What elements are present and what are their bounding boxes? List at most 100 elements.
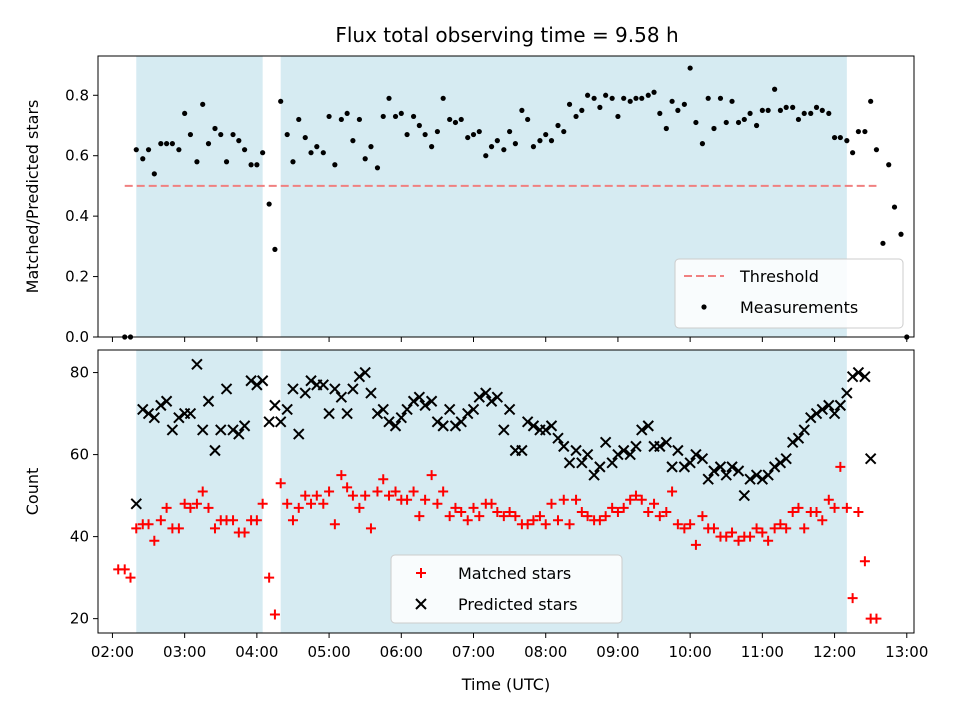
- measurement-point: [410, 113, 417, 120]
- predicted-point: [251, 379, 263, 391]
- matched-point: [342, 482, 353, 493]
- measurement-point: [759, 107, 765, 113]
- matched-point: [534, 511, 545, 522]
- measurement-point: [254, 162, 260, 168]
- measurement-point: [332, 162, 338, 168]
- measurement-point: [302, 134, 308, 141]
- predicted-point: [636, 424, 648, 436]
- measurement-point: [826, 110, 832, 117]
- matched-point: [751, 523, 762, 534]
- measurement-point: [579, 107, 585, 113]
- measurement-point: [880, 240, 886, 246]
- matched-point: [384, 490, 395, 501]
- matched-point: [264, 572, 275, 583]
- matched-point: [745, 531, 756, 542]
- predicted-point: [841, 387, 853, 399]
- predicted-point: [654, 440, 666, 453]
- predicted-point: [521, 416, 534, 428]
- matched-point: [318, 498, 329, 509]
- x-tick-label: 10:00: [669, 643, 712, 661]
- predicted-point: [480, 387, 492, 399]
- measurement-point: [519, 107, 525, 113]
- predicted-point: [828, 407, 841, 420]
- matched-point: [853, 507, 864, 518]
- predicted-point: [696, 452, 709, 465]
- measurement-point: [765, 107, 771, 113]
- predicted-point: [155, 399, 167, 412]
- measurement-point: [182, 110, 188, 117]
- measurement-point: [633, 95, 639, 101]
- predicted-point: [552, 432, 564, 444]
- measurement-point: [434, 128, 440, 135]
- predicted-point: [431, 416, 444, 428]
- matched-point: [661, 507, 672, 518]
- predicted-point: [443, 403, 456, 416]
- predicted-point: [160, 395, 173, 407]
- legend-box: [390, 554, 623, 624]
- measurement-point: [639, 95, 645, 101]
- measurement-point: [741, 116, 747, 123]
- legend-top: Threshold Measurements: [674, 258, 904, 329]
- panel-bottom: 20 40 60 80 02:00 03:00 04:00 05:00 06:00 07:00 08…: [23, 349, 928, 694]
- matched-point: [438, 486, 449, 497]
- predicted-point: [281, 403, 293, 416]
- y-tick-label: 0.0: [65, 328, 89, 346]
- predicted-point: [197, 424, 209, 436]
- matched-point: [306, 498, 317, 509]
- measurement-point: [873, 147, 880, 153]
- measurement-point: [813, 104, 820, 110]
- matched-point: [378, 474, 389, 485]
- predicted-point: [738, 489, 751, 502]
- measurement-point: [326, 113, 332, 120]
- chart-title: Flux total observing time = 9.58 h: [335, 23, 678, 47]
- measurement-point: [205, 141, 212, 147]
- y-tick-label: 0.8: [65, 86, 89, 104]
- measurement-point: [831, 134, 838, 141]
- matched-point: [311, 490, 322, 501]
- predicted-point: [684, 457, 696, 469]
- y-axis-label: Count: [23, 468, 42, 516]
- legend-bottom: Matched stars Predicted stars: [390, 554, 623, 624]
- predicted-point: [359, 366, 371, 379]
- measurement-point: [145, 147, 152, 153]
- axes-frame: [97, 55, 915, 338]
- legend-measurement-swatch: [701, 304, 707, 310]
- predicted-point: [220, 383, 233, 395]
- matched-point: [859, 556, 870, 567]
- matched-point: [727, 527, 738, 538]
- matched-point: [594, 515, 605, 526]
- predicted-point: [335, 391, 348, 403]
- matched-point: [149, 535, 160, 546]
- measurement-point: [452, 119, 459, 126]
- measurement-point: [591, 95, 597, 101]
- matched-point: [630, 490, 641, 501]
- predicted-point: [209, 444, 221, 457]
- matched-point: [408, 486, 419, 497]
- matched-point: [450, 502, 461, 513]
- predicted-point: [786, 436, 799, 448]
- matched-point: [528, 515, 539, 526]
- predicted-point: [299, 387, 311, 399]
- predicted-point: [714, 461, 727, 473]
- predicted-point: [467, 403, 480, 416]
- measurement-point: [543, 131, 549, 138]
- predicted-point: [864, 452, 877, 465]
- predicted-point: [130, 498, 142, 510]
- matched-point: [426, 470, 437, 481]
- matched-point: [347, 490, 358, 501]
- matched-point: [119, 564, 130, 575]
- measurement-point: [429, 144, 435, 150]
- measurement-point: [380, 113, 386, 120]
- measurement-point: [314, 144, 320, 150]
- measurement-point: [548, 138, 555, 144]
- matched-point: [679, 523, 690, 534]
- measurement-point: [465, 134, 471, 141]
- predicted-point: [810, 407, 823, 420]
- measurement-point: [320, 150, 326, 156]
- measurement-point: [621, 95, 627, 101]
- measurement-point: [344, 110, 350, 117]
- predicted-point: [642, 420, 654, 432]
- predicted-point: [383, 416, 395, 428]
- measurement-point: [573, 113, 579, 120]
- predicted-point: [498, 424, 510, 436]
